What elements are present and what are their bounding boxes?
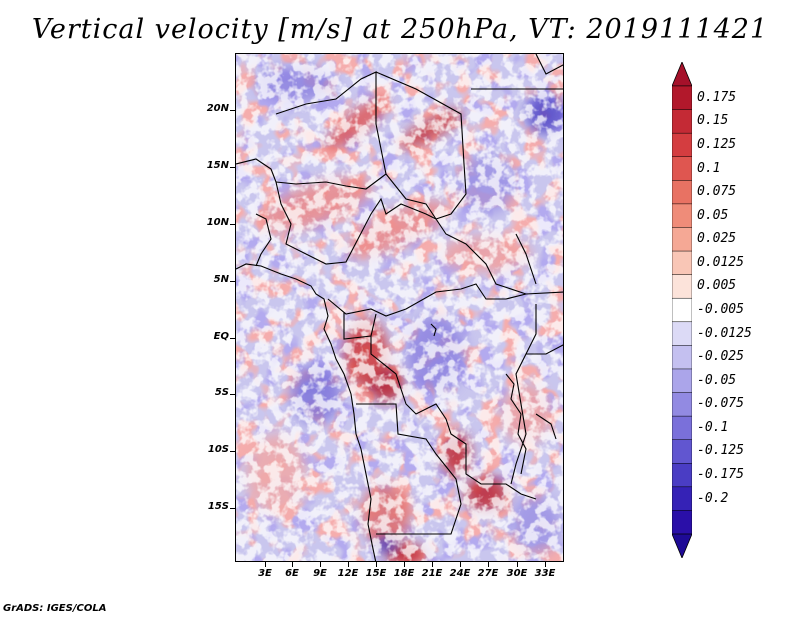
lon-tick: [517, 562, 518, 567]
lat-label: 20N: [206, 103, 229, 114]
colorbar-segment: [672, 180, 692, 205]
colorbar-segment: [672, 132, 692, 158]
coastline-west: [236, 263, 377, 561]
lat-label: 15N: [206, 160, 229, 171]
colorbar-label: -0.05: [697, 372, 737, 388]
lat-tick: [230, 338, 235, 339]
colorbar-segment: [672, 486, 692, 511]
border-center: [327, 283, 527, 317]
colorbar-segment: [672, 510, 692, 535]
lat-label: 15S: [207, 501, 229, 512]
velocity-field-map: [236, 54, 563, 561]
lat-label: 5S: [214, 387, 229, 398]
colorbar-segment: [672, 274, 692, 299]
border-west-sahel: [236, 158, 277, 267]
lon-tick: [404, 562, 405, 567]
lon-label: 3E: [258, 568, 272, 579]
colorbar-label: -0.0125: [697, 325, 752, 341]
map-title: Vertical velocity [m/s] at 250hPa, VT: 2…: [31, 14, 769, 45]
map-plot-area: [235, 53, 564, 562]
lat-tick: [230, 281, 235, 282]
lon-label: 30E: [506, 568, 528, 579]
grads-credit: GrADS: IGES/COLA: [3, 603, 107, 614]
colorbar-segment: [672, 109, 692, 134]
colorbar-label: 0.05: [697, 207, 729, 223]
colorbar-label: 0.0125: [697, 254, 744, 270]
lat-tick: [230, 110, 235, 111]
lat-tick: [230, 167, 235, 168]
lon-label: 12E: [337, 568, 359, 579]
colorbar-label: 0.15: [697, 113, 729, 129]
colorbar-segment: [672, 203, 692, 229]
colorbar-segment: [672, 156, 692, 181]
lon-label: 18E: [393, 568, 415, 579]
colorbar-label: 0.1: [697, 160, 721, 176]
lon-label: 21E: [421, 568, 443, 579]
colorbar-segment: [672, 345, 692, 370]
colorbar-label: 0.005: [697, 278, 737, 294]
colorbar-segment: [672, 321, 692, 346]
border-congo: [343, 312, 537, 500]
contour-texture: [236, 54, 563, 561]
colorbar-bottom-arrow: [672, 533, 692, 558]
colorbar-segment: [672, 85, 692, 111]
lakes: [430, 323, 557, 475]
lon-label: 33E: [534, 568, 556, 579]
lat-label: 10N: [206, 217, 229, 228]
lat-label: EQ: [213, 331, 229, 342]
lon-tick: [320, 562, 321, 567]
lat-label: 5N: [213, 274, 229, 285]
colorbar-label: -0.125: [697, 443, 744, 459]
colorbar-label: 0.125: [697, 136, 737, 152]
country-borders: [236, 54, 563, 561]
lon-label: 6E: [285, 568, 299, 579]
colorbar-top-arrow: [672, 62, 692, 87]
colorbar-label: -0.2: [697, 490, 729, 506]
colorbar-segment: [672, 392, 692, 417]
border-east: [510, 233, 563, 485]
colorbar-segment: [672, 463, 692, 488]
lon-tick: [460, 562, 461, 567]
lon-tick: [292, 562, 293, 567]
colorbar-segment: [672, 297, 692, 323]
lon-tick: [376, 562, 377, 567]
colorbar-segment: [672, 250, 692, 276]
lon-tick: [545, 562, 546, 567]
lat-tick: [230, 451, 235, 452]
border-north-2: [375, 71, 467, 220]
colorbar: [672, 62, 692, 558]
colorbar-segment: [672, 439, 692, 464]
colorbar-segment: [672, 227, 692, 252]
lat-label: 10S: [207, 444, 229, 455]
border-ne: [471, 54, 563, 90]
lon-tick: [488, 562, 489, 567]
lon-tick: [432, 562, 433, 567]
border-south: [356, 403, 462, 535]
lat-tick: [230, 508, 235, 509]
colorbar-label: -0.1: [697, 419, 729, 435]
colorbar-label: 0.075: [697, 184, 737, 200]
lon-label: 9E: [313, 568, 327, 579]
lon-label: 15E: [365, 568, 387, 579]
lon-label: 24E: [449, 568, 471, 579]
colorbar-label: -0.075: [697, 396, 744, 412]
border-north-1: [275, 71, 387, 190]
lon-tick: [265, 562, 266, 567]
colorbar-label: -0.005: [697, 302, 744, 317]
colorbar-label: -0.025: [697, 349, 744, 365]
colorbar-segment: [672, 415, 692, 441]
lon-tick: [348, 562, 349, 567]
lat-tick: [230, 224, 235, 225]
colorbar-label: -0.175: [697, 467, 744, 483]
colorbar-label: 0.025: [697, 231, 737, 247]
colorbar-label: 0.175: [697, 89, 737, 105]
border-sahel: [275, 181, 563, 295]
lat-tick: [230, 394, 235, 395]
colorbar-segment: [672, 368, 692, 394]
lon-label: 27E: [477, 568, 499, 579]
